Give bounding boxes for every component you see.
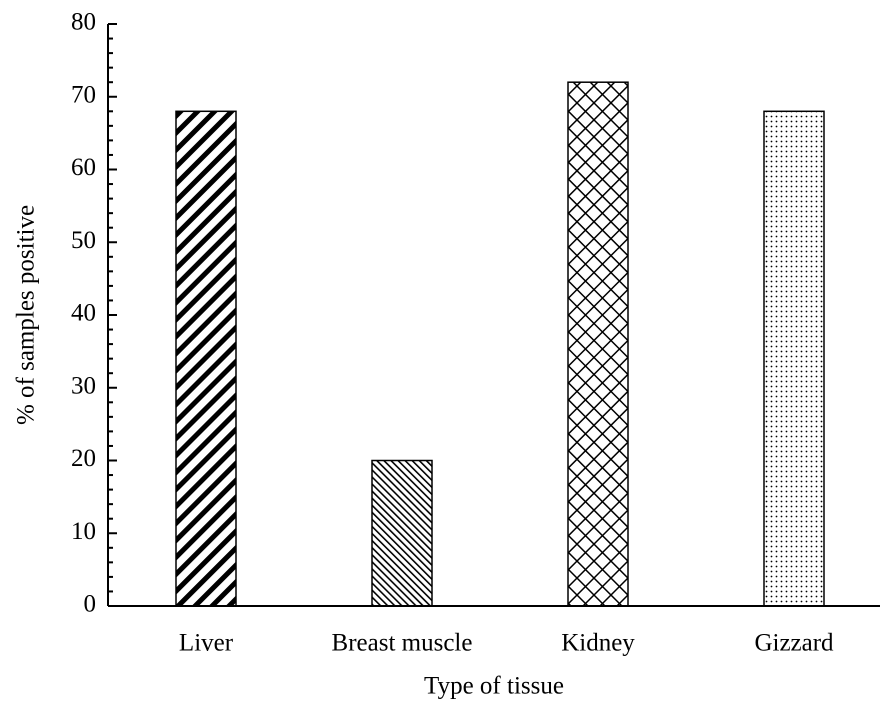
y-tick-label: 0	[84, 591, 97, 618]
y-tick-label: 30	[71, 372, 96, 399]
y-tick-label: 50	[71, 227, 96, 254]
x-tick-label: Gizzard	[754, 630, 834, 657]
x-axis-label: Type of tissue	[424, 673, 564, 700]
y-tick-label: 20	[71, 445, 96, 472]
bar	[763, 110, 825, 607]
y-tick-label: 40	[71, 300, 96, 327]
x-tick-label: Breast muscle	[332, 630, 473, 657]
y-axis-label: % of samples positive	[13, 205, 40, 425]
bar	[371, 459, 433, 607]
y-tick-label: 80	[71, 9, 96, 36]
y-tick-label: 70	[71, 81, 96, 108]
y-tick-label: 10	[71, 518, 96, 545]
x-tick-label: Liver	[179, 630, 234, 657]
x-tick-label: Kidney	[561, 630, 635, 657]
y-tick-label: 60	[71, 154, 96, 181]
bar	[175, 110, 237, 607]
bar	[567, 81, 629, 607]
